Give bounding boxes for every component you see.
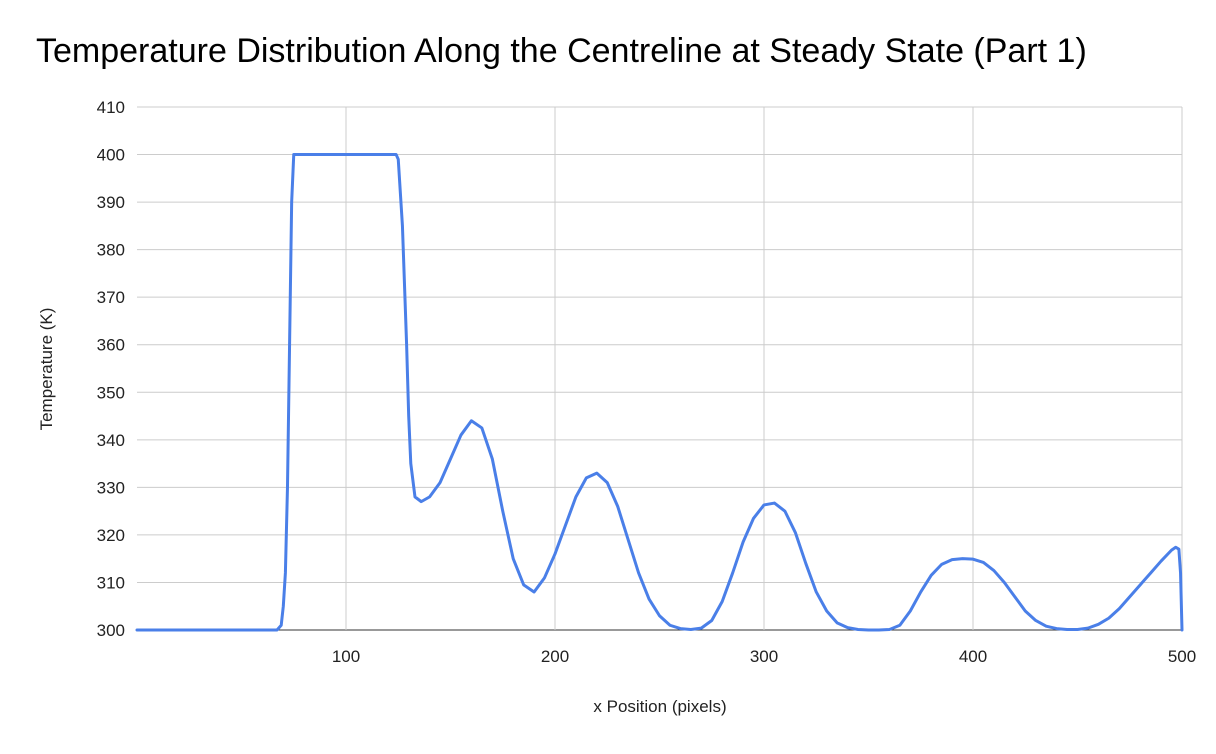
tick-labels: 300 310 320 330 340 350 360 370 380 390 400 410 100 2… [97,98,1197,666]
x-tick-label: 100 [332,647,360,666]
grid-lines [137,106,1183,631]
x-axis-label: x Position (pixels) [593,697,726,716]
y-tick-label: 330 [97,478,125,497]
y-tick-label: 300 [97,621,125,640]
y-tick-label: 380 [97,241,125,260]
y-tick-label: 320 [97,526,125,545]
y-tick-label: 410 [97,98,125,117]
y-axis-label: Temperature (K) [37,308,56,431]
x-tick-label: 500 [1168,647,1196,666]
y-tick-label: 390 [97,193,125,212]
x-tick-label: 400 [959,647,987,666]
series-line [135,153,1184,632]
y-tick-label: 340 [97,431,125,450]
x-tick-label: 300 [750,647,778,666]
y-tick-label: 370 [97,288,125,307]
chart-title: Temperature Distribution Along the Centr… [36,32,1087,70]
y-tick-label: 310 [97,573,125,592]
y-tick-label: 400 [97,146,125,165]
y-tick-label: 360 [97,336,125,355]
y-tick-label: 350 [97,383,125,402]
x-tick-label: 200 [541,647,569,666]
series-layer [135,153,1184,632]
